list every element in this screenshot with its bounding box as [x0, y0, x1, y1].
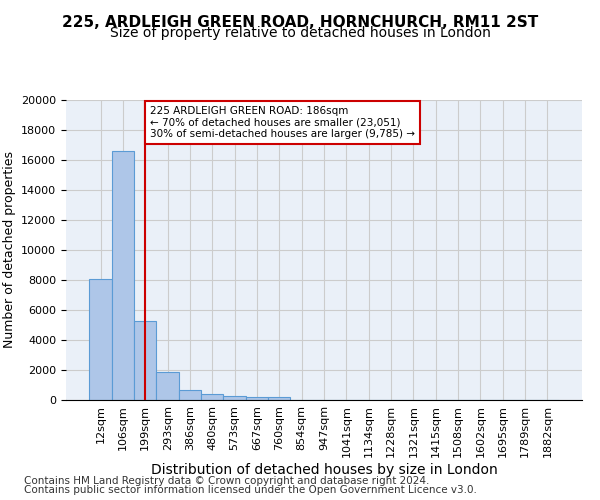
- Bar: [223, 396, 246, 400]
- Bar: [157, 372, 179, 400]
- Bar: [246, 396, 268, 400]
- Text: Contains public sector information licensed under the Open Government Licence v3: Contains public sector information licen…: [24, 485, 477, 495]
- Text: 225, ARDLEIGH GREEN ROAD, HORNCHURCH, RM11 2ST: 225, ARDLEIGH GREEN ROAD, HORNCHURCH, RM…: [62, 15, 538, 30]
- Bar: [268, 397, 290, 400]
- Bar: [201, 394, 223, 400]
- Y-axis label: Number of detached properties: Number of detached properties: [2, 152, 16, 348]
- Bar: [179, 390, 201, 400]
- Text: Contains HM Land Registry data © Crown copyright and database right 2024.: Contains HM Land Registry data © Crown c…: [24, 476, 430, 486]
- X-axis label: Distribution of detached houses by size in London: Distribution of detached houses by size …: [151, 462, 497, 476]
- Text: 225 ARDLEIGH GREEN ROAD: 186sqm
← 70% of detached houses are smaller (23,051)
30: 225 ARDLEIGH GREEN ROAD: 186sqm ← 70% of…: [150, 106, 415, 139]
- Text: Size of property relative to detached houses in London: Size of property relative to detached ho…: [110, 26, 490, 40]
- Bar: [134, 320, 157, 400]
- Bar: [89, 278, 112, 400]
- Bar: [112, 151, 134, 400]
